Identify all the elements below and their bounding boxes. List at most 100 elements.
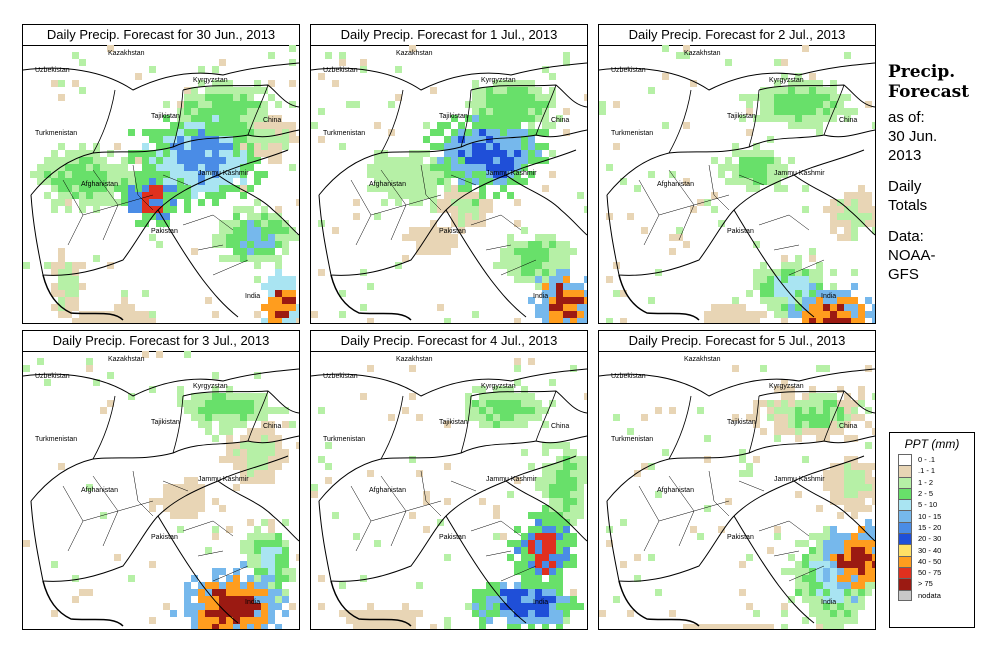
border-china <box>823 84 845 136</box>
legend-label: 20 - 30 <box>918 534 942 544</box>
legend-swatch <box>898 454 912 466</box>
legend-swatch <box>898 578 912 590</box>
label-jammu-kashmir: Jammu Kashmir <box>486 170 537 177</box>
label-pakistan: Pakistan <box>151 534 178 541</box>
panel-title: Daily Precip. Forecast for 4 Jul., 2013 <box>311 331 587 352</box>
precip-cells <box>599 365 875 629</box>
forecast-panel-1-jul: Daily Precip. Forecast for 1 Jul., 2013 … <box>310 24 588 324</box>
precip-map: Kazakhstan Uzbekistan Kyrgyzstan Tajikistan… <box>599 45 875 323</box>
province-lines-south <box>470 520 537 582</box>
legend-swatch <box>898 589 912 601</box>
label-afghanistan: Afghanistan <box>369 181 406 188</box>
label-turkmenistan: Turkmenistan <box>611 130 653 137</box>
precip-cells <box>599 45 875 323</box>
border-pakistan-coast <box>42 274 124 321</box>
legend-label: 50 - 75 <box>918 568 942 578</box>
border-north <box>599 368 875 397</box>
forecast-panel-30-jun: Daily Precip. Forecast for 30 Jun., 2013… <box>22 24 300 324</box>
border-tajik <box>460 89 472 148</box>
border-china <box>535 390 557 442</box>
label-afghanistan: Afghanistan <box>81 487 118 494</box>
label-tajikistan: Tajikistan <box>727 113 756 120</box>
precip-map: Kazakhstan Uzbekistan Kyrgyzstan Tajikistan… <box>311 351 587 629</box>
border-afghan-south <box>606 149 865 276</box>
legend-item: nodata <box>898 589 974 601</box>
legend-label: > 75 <box>918 579 933 589</box>
label-china: China <box>839 117 857 124</box>
legend-label: nodata <box>918 590 941 600</box>
legend-swatch <box>898 555 912 567</box>
sidebar-data-source-2: GFS <box>888 266 919 283</box>
label-kazakhstan: Kazakhstan <box>108 356 145 363</box>
label-tajikistan: Tajikistan <box>439 113 468 120</box>
border-afghan-south <box>318 455 577 582</box>
border-tajik <box>172 89 184 148</box>
label-afghanistan: Afghanistan <box>657 487 694 494</box>
label-uzbekistan: Uzbekistan <box>323 67 358 74</box>
province-lines-south <box>182 520 249 582</box>
border-kashmir <box>793 480 875 542</box>
label-tajikistan: Tajikistan <box>151 419 180 426</box>
legend-label: 30 - 40 <box>918 545 942 555</box>
sidebar-data-source-1: NOAA- <box>888 247 936 264</box>
province-lines <box>350 164 477 246</box>
border-china <box>823 390 845 442</box>
label-pakistan: Pakistan <box>151 228 178 235</box>
province-lines-south <box>182 214 249 276</box>
sidebar-daily: Daily <box>888 178 922 195</box>
border-kashmir <box>217 174 299 236</box>
legend-swatch <box>898 465 912 477</box>
legend-item: 2 - 5 <box>898 487 974 500</box>
legend-item: 50 - 75 <box>898 566 974 579</box>
sidebar-data-label: Data: <box>888 228 924 245</box>
border-pakistan-india <box>157 515 239 624</box>
label-uzbekistan: Uzbekistan <box>323 373 358 380</box>
border-pakistan-india <box>157 209 239 318</box>
label-india: India <box>533 599 548 606</box>
legend-item: 0 - .1 <box>898 454 974 466</box>
border-kashmir <box>217 480 299 542</box>
label-kazakhstan: Kazakhstan <box>396 50 433 57</box>
border-north <box>23 62 299 91</box>
sidebar-heading-forecast: Forecast <box>888 82 970 102</box>
sidebar-date-day: 30 Jun. <box>888 128 938 145</box>
precip-cells <box>23 45 299 323</box>
label-afghanistan: Afghanistan <box>369 487 406 494</box>
label-kyrgyzstan: Kyrgyzstan <box>769 77 804 84</box>
border-afghan-north <box>30 129 299 196</box>
label-china: China <box>263 423 281 430</box>
label-china: China <box>551 117 569 124</box>
label-turkmenistan: Turkmenistan <box>323 130 365 137</box>
sidebar-totals: Totals <box>888 197 928 214</box>
border-kashmir <box>505 174 587 236</box>
legend-item: 15 - 20 <box>898 521 974 534</box>
panel-title: Daily Precip. Forecast for 5 Jul., 2013 <box>599 331 875 352</box>
border-uzbek <box>380 89 404 154</box>
legend-swatch <box>898 566 912 579</box>
legend-swatch <box>898 487 912 500</box>
sidebar-heading-precip: Precip. <box>888 62 956 82</box>
label-kyrgyzstan: Kyrgyzstan <box>769 383 804 390</box>
precip-map: Kazakhstan Uzbekistan Kyrgyzstan Tajikistan… <box>23 351 299 629</box>
province-lines <box>350 470 477 552</box>
border-uzbek <box>92 395 116 460</box>
legend-item: 40 - 50 <box>898 555 974 567</box>
panel-title: Daily Precip. Forecast for 2 Jul., 2013 <box>599 25 875 46</box>
border-pakistan-india <box>733 209 815 318</box>
forecast-panel-4-jul: Daily Precip. Forecast for 4 Jul., 2013 … <box>310 330 588 630</box>
border-kashmir <box>793 174 875 236</box>
province-lines-south <box>470 214 537 276</box>
precip-map-svg: Kazakhstan Uzbekistan Kyrgyzstan Tajikistan… <box>311 45 587 323</box>
legend-label: 0 - .1 <box>918 455 936 465</box>
border-uzbek <box>92 89 116 154</box>
precip-cells <box>23 351 299 629</box>
legend-item: 30 - 40 <box>898 544 974 556</box>
legend-label: 5 - 10 <box>918 500 938 510</box>
province-lines <box>638 164 765 246</box>
precip-map: Kazakhstan Uzbekistan Kyrgyzstan Tajikistan… <box>23 45 299 323</box>
legend-item: > 75 <box>898 578 974 590</box>
border-pakistan-coast <box>618 274 700 321</box>
border-pakistan-coast <box>42 580 124 627</box>
panel-title: Daily Precip. Forecast for 30 Jun., 2013 <box>23 25 299 46</box>
